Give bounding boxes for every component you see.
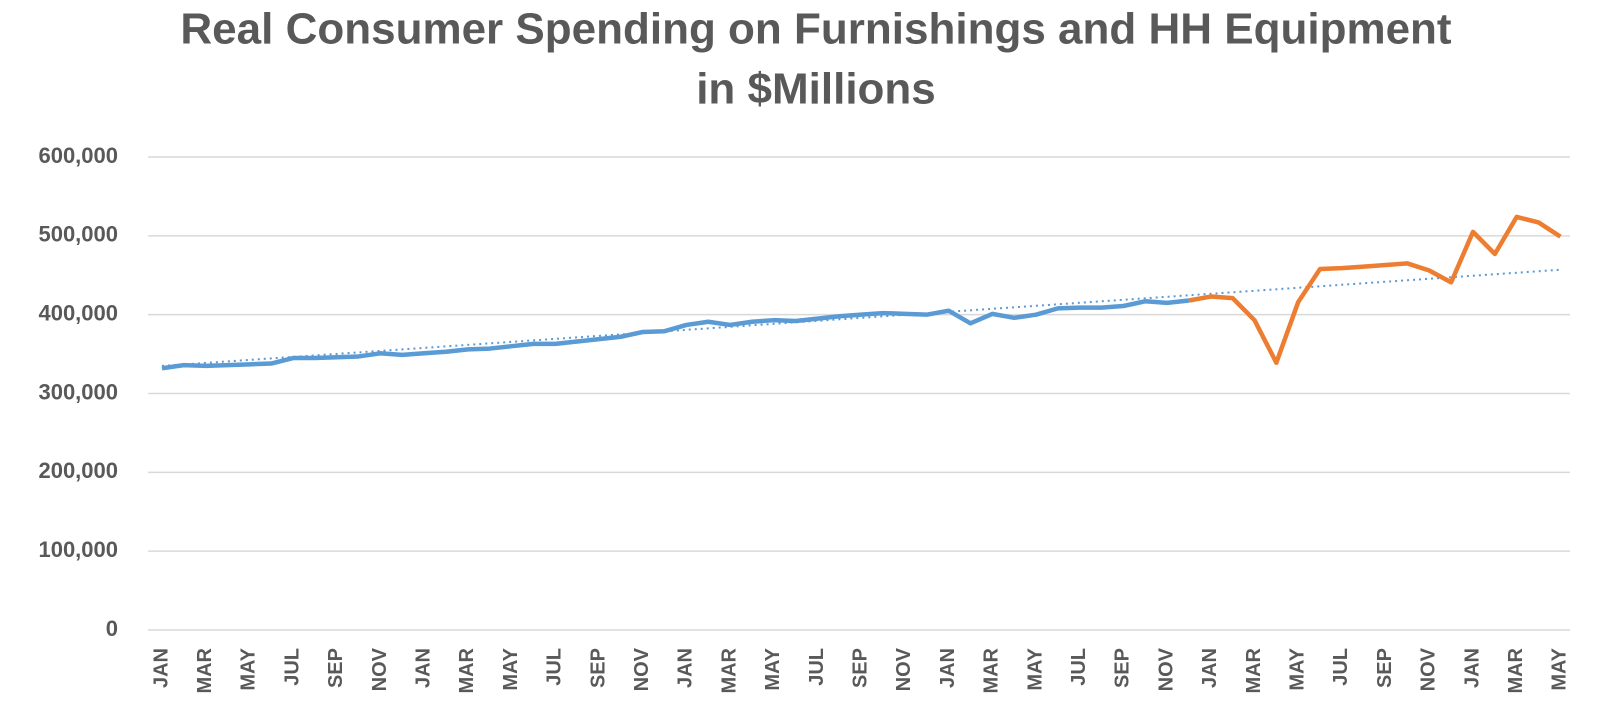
x-tick-label: MAR [456, 647, 478, 693]
chart-title: in $Millions [696, 65, 936, 114]
x-tick-label: MAR [1243, 647, 1265, 693]
y-tick-label: 200,000 [38, 458, 118, 483]
x-tick-label: SEP [587, 648, 609, 688]
x-tick-label: JUL [806, 648, 828, 686]
x-tick-label: MAY [1286, 647, 1308, 690]
x-tick-label: JUL [1330, 648, 1352, 686]
x-tick-label: SEP [1112, 648, 1134, 688]
x-tick-label: MAR [1505, 647, 1527, 693]
x-tick-label: JAN [150, 648, 172, 688]
y-tick-label: 100,000 [38, 537, 118, 562]
series-line [1188, 214, 1562, 366]
x-tick-label: MAY [1549, 647, 1571, 690]
x-tick-label: MAY [238, 647, 260, 690]
x-tick-label: SEP [325, 648, 347, 688]
y-tick-label: 0 [106, 616, 118, 641]
x-tick-label: JAN [1199, 648, 1221, 688]
x-tick-label: MAY [1024, 647, 1046, 690]
x-tick-label: MAY [500, 647, 522, 690]
x-tick-label: JAN [1461, 648, 1483, 688]
x-tick-label: JUL [1068, 648, 1090, 686]
x-tick-label: NOV [1418, 647, 1440, 691]
x-tick-label: MAY [762, 647, 784, 690]
chart-title: Real Consumer Spending on Furnishings an… [180, 5, 1452, 54]
x-tick-label: MAR [194, 647, 216, 693]
x-tick-label: NOV [1155, 647, 1177, 691]
x-tick-label: JUL [544, 648, 566, 686]
x-tick-label: NOV [369, 647, 391, 691]
x-tick-label: MAR [981, 647, 1003, 693]
x-tick-label: JAN [412, 648, 434, 688]
x-tick-label: SEP [1374, 648, 1396, 688]
x-tick-label: NOV [893, 647, 915, 691]
y-tick-label: 500,000 [38, 222, 118, 247]
x-tick-label: JUL [281, 648, 303, 686]
trendline [161, 268, 1561, 367]
x-tick-label: JAN [937, 648, 959, 688]
y-tick-label: 600,000 [38, 143, 118, 168]
x-tick-label: JAN [675, 648, 697, 688]
series-line [161, 298, 1190, 371]
x-tick-label: SEP [849, 648, 871, 688]
x-tick-label: MAR [718, 647, 740, 693]
y-tick-label: 300,000 [38, 379, 118, 404]
y-tick-label: 400,000 [38, 300, 118, 325]
x-tick-label: NOV [631, 647, 653, 691]
